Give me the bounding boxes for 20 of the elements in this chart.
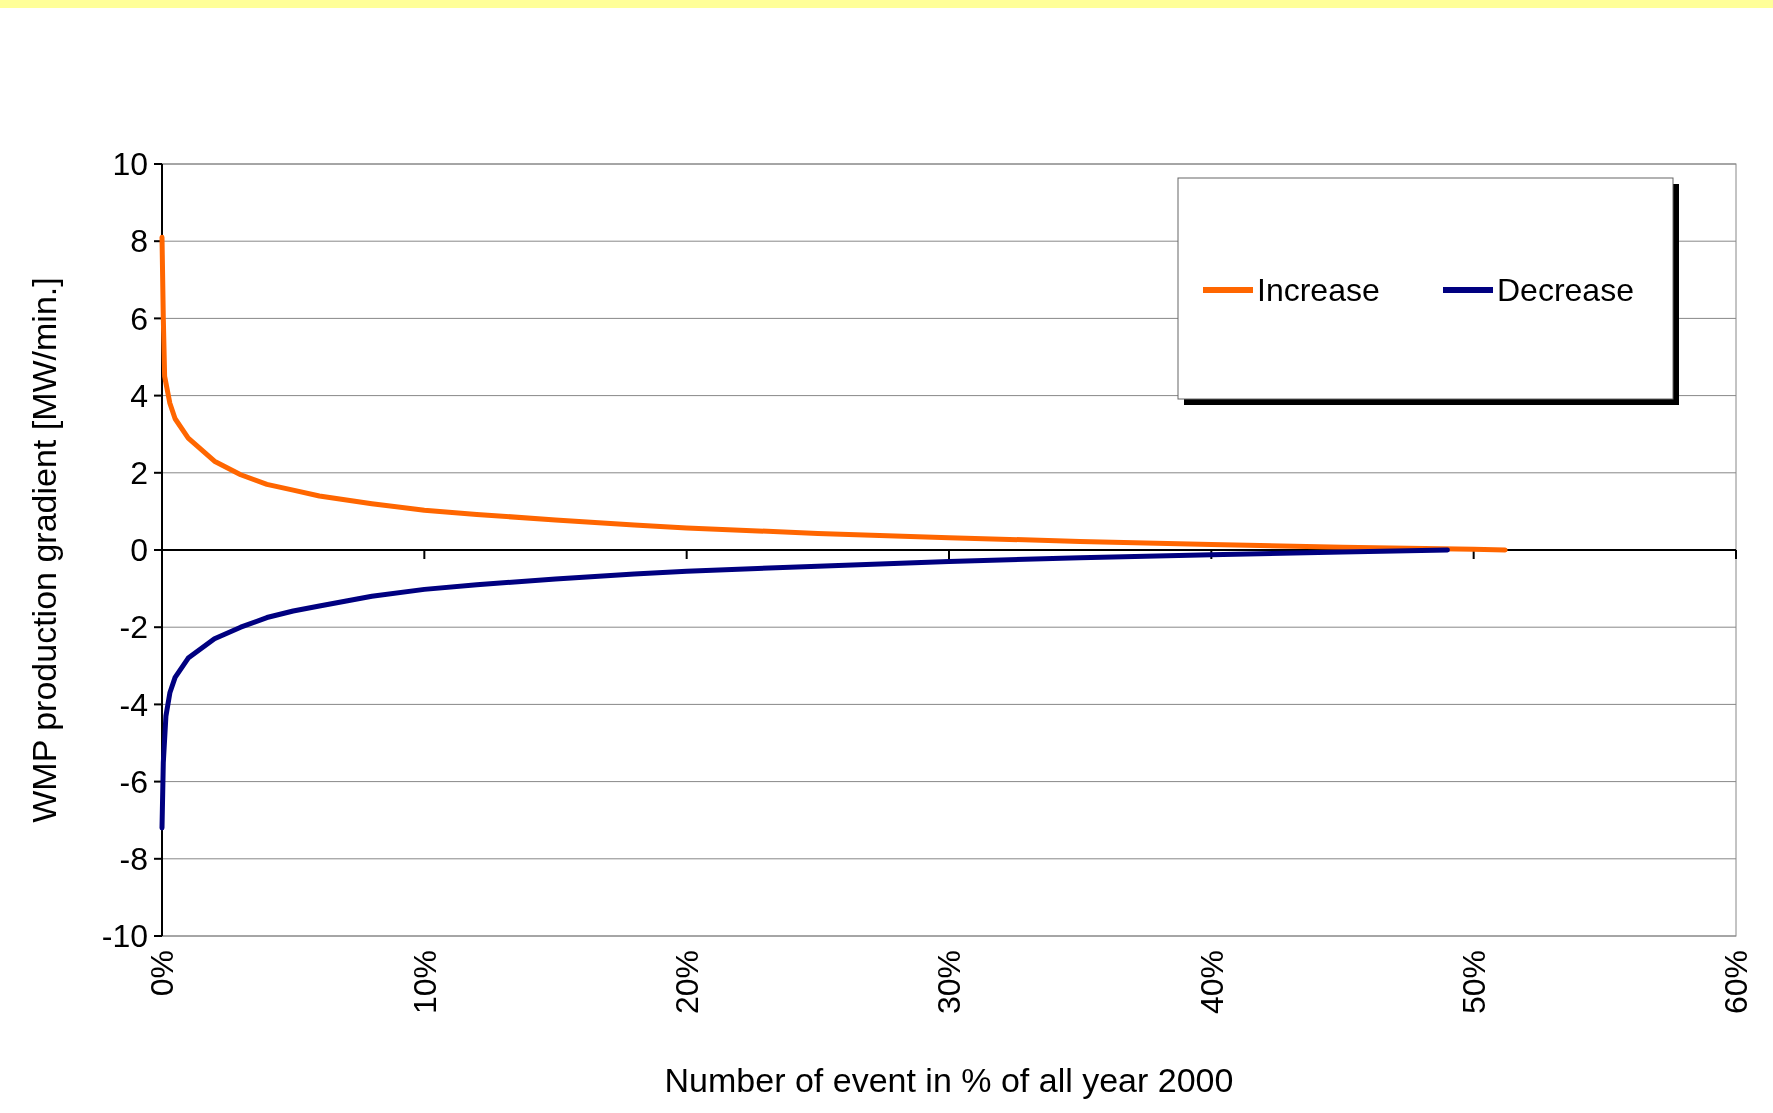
legend-label: Decrease (1497, 272, 1634, 309)
y-axis-title: WMP production gradient [MW/min.] (24, 277, 63, 823)
x-axis-title: Number of event in % of all year 2000 (664, 1061, 1234, 1099)
y-tick-label: -8 (119, 841, 148, 877)
y-tick-label: -6 (119, 763, 148, 800)
y-tick-label: 6 (130, 300, 148, 337)
x-tick-label: 30% (931, 950, 968, 1015)
x-tick-label: 50% (1455, 950, 1492, 1015)
y-tick-label: 0 (130, 532, 148, 569)
x-tick-label: 20% (668, 950, 705, 1015)
y-tick-label: 2 (130, 455, 148, 491)
y-tick-label: 8 (130, 223, 148, 260)
y-tick-label: 4 (130, 377, 148, 414)
x-tick-label: 10% (406, 950, 443, 1015)
y-tick-label: -2 (119, 609, 148, 646)
x-tick-label: 60% (1718, 950, 1755, 1015)
x-tick-label: 40% (1193, 950, 1230, 1015)
y-tick-label: -4 (119, 686, 148, 723)
legend-label: Increase (1257, 272, 1380, 309)
y-tick-label: 10 (112, 146, 148, 183)
